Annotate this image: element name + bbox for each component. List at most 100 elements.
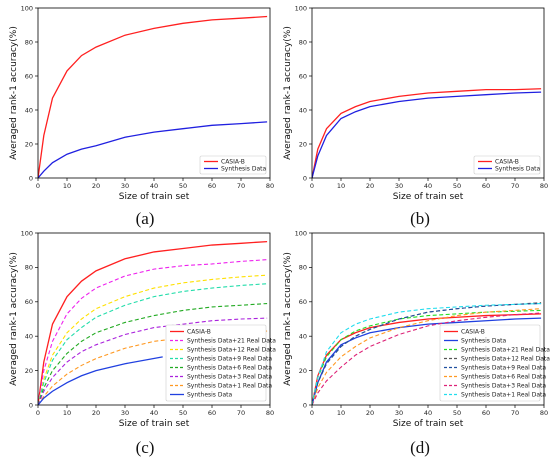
legend-box [473, 155, 541, 175]
series-line-3 [312, 309, 542, 405]
x-tick-label: 60 [208, 182, 216, 190]
series-line-2 [38, 259, 268, 405]
legend: CASIA-B Synthesis Data+21 Real Data Synthe… [165, 324, 276, 402]
x-tick-label: 50 [453, 182, 461, 190]
x-tick-label: 10 [63, 182, 71, 190]
legend-entry: Synthesis Data+1 Real Data [461, 392, 546, 399]
legend-box [199, 155, 267, 175]
x-tick-label: 40 [150, 182, 158, 190]
legend-entry: CASIA-B [187, 329, 211, 336]
y-tick-label: 60 [25, 72, 33, 80]
y-tick-label: 40 [299, 106, 307, 114]
panel-label: (d) [410, 438, 430, 457]
y-tick-label: 20 [25, 140, 33, 148]
x-tick-label: 50 [453, 409, 461, 417]
y-tick-label: 100 [295, 4, 307, 12]
x-axis-label: Size of train set [119, 192, 190, 202]
y-axis-label: Averaged rank-1 accuracy(%) [283, 26, 293, 160]
x-tick-label: 70 [511, 409, 519, 417]
series-line-6 [312, 308, 542, 405]
legend-entry: Synthesis Data+9 Real Data [461, 365, 546, 372]
series-line-2 [312, 91, 542, 178]
series-line-2 [312, 317, 542, 405]
legend-entry: Synthesis Data [495, 166, 540, 173]
chart-panel-4: 0 10 20 30 40 50 60 70 80 0 20 40 60 80 100 Size of tra… [283, 229, 550, 457]
panel-label: (c) [136, 438, 155, 457]
x-tick-label: 10 [337, 409, 345, 417]
y-tick-label: 40 [25, 106, 33, 114]
x-tick-label: 60 [482, 182, 490, 190]
series-line-1 [312, 313, 542, 405]
x-tick-label: 20 [92, 182, 100, 190]
x-tick-label: 20 [92, 409, 100, 417]
series-line-7 [38, 330, 268, 405]
x-tick-label: 60 [482, 409, 490, 417]
y-tick-label: 40 [299, 333, 307, 341]
x-tick-label: 0 [36, 182, 40, 190]
legend-entry: CASIA-B [461, 329, 485, 336]
x-tick-label: 10 [63, 409, 71, 417]
x-tick-label: 70 [511, 182, 519, 190]
legend-entry: Synthesis Data+21 Real Data [461, 347, 550, 354]
x-tick-label: 30 [121, 182, 129, 190]
legend-entry: Synthesis Data+9 Real Data [187, 356, 272, 363]
series-line-2 [38, 121, 268, 178]
legend-box [165, 324, 267, 402]
x-axis-label: Size of train set [393, 419, 464, 429]
x-tick-label: 60 [208, 409, 216, 417]
x-tick-label: 80 [266, 182, 274, 190]
panel-label: (a) [136, 209, 155, 228]
legend-entry: Synthesis Data+21 Real Data [187, 338, 276, 345]
chart-panel-1: 0 10 20 30 40 50 60 70 80 0 20 40 60 80 100 Size of tra… [9, 4, 274, 228]
x-tick-label: 30 [395, 182, 403, 190]
x-tick-label: 70 [237, 182, 245, 190]
y-axis-label: Averaged rank-1 accuracy(%) [283, 252, 293, 386]
x-tick-label: 80 [540, 182, 548, 190]
x-axis-label: Size of train set [393, 192, 464, 202]
legend-entry: Synthesis Data+3 Real Data [187, 374, 272, 381]
legend-entry: Synthesis Data+1 Real Data [187, 383, 272, 390]
series-line-1 [38, 240, 268, 405]
series-line-4 [38, 283, 268, 405]
y-tick-label: 80 [25, 38, 33, 46]
y-tick-label: 80 [299, 38, 307, 46]
y-axis-label: Averaged rank-1 accuracy(%) [9, 252, 19, 386]
x-tick-label: 50 [179, 409, 187, 417]
legend: CASIA-B Synthesis Data Synthesis Data+21 R… [439, 324, 550, 402]
series-line-7 [312, 312, 542, 405]
chart-panel-2: 0 10 20 30 40 50 60 70 80 0 20 40 60 80 100 Size of tra… [283, 4, 548, 228]
legend-box [439, 324, 541, 402]
x-tick-label: 30 [395, 409, 403, 417]
legend-entry: Synthesis Data [221, 166, 266, 173]
y-tick-label: 40 [25, 333, 33, 341]
y-tick-label: 60 [299, 298, 307, 306]
legend-entry: Synthesis Data [187, 392, 232, 399]
legend-entry: Synthesis Data+6 Real Data [461, 374, 546, 381]
x-tick-label: 50 [179, 182, 187, 190]
x-tick-label: 0 [310, 409, 314, 417]
series-line-3 [38, 274, 268, 405]
x-tick-label: 80 [266, 409, 274, 417]
x-tick-label: 40 [150, 409, 158, 417]
x-axis-label: Size of train set [119, 419, 190, 429]
y-axis-label: Averaged rank-1 accuracy(%) [9, 26, 19, 160]
y-tick-label: 0 [303, 401, 307, 409]
x-tick-label: 0 [36, 409, 40, 417]
x-tick-label: 40 [424, 409, 432, 417]
y-tick-label: 80 [299, 264, 307, 272]
y-tick-label: 60 [299, 72, 307, 80]
y-tick-label: 100 [21, 229, 33, 237]
x-tick-label: 0 [310, 182, 314, 190]
legend-entry: Synthesis Data+3 Real Data [461, 383, 546, 390]
legend-entry: CASIA-B [221, 159, 245, 166]
legend-entry: Synthesis Data [461, 338, 506, 345]
y-tick-label: 0 [29, 401, 33, 409]
y-tick-label: 80 [25, 264, 33, 272]
series-line-1 [312, 88, 542, 178]
y-tick-label: 100 [295, 229, 307, 237]
series-line-5 [38, 302, 268, 405]
series-line-8 [38, 356, 163, 405]
